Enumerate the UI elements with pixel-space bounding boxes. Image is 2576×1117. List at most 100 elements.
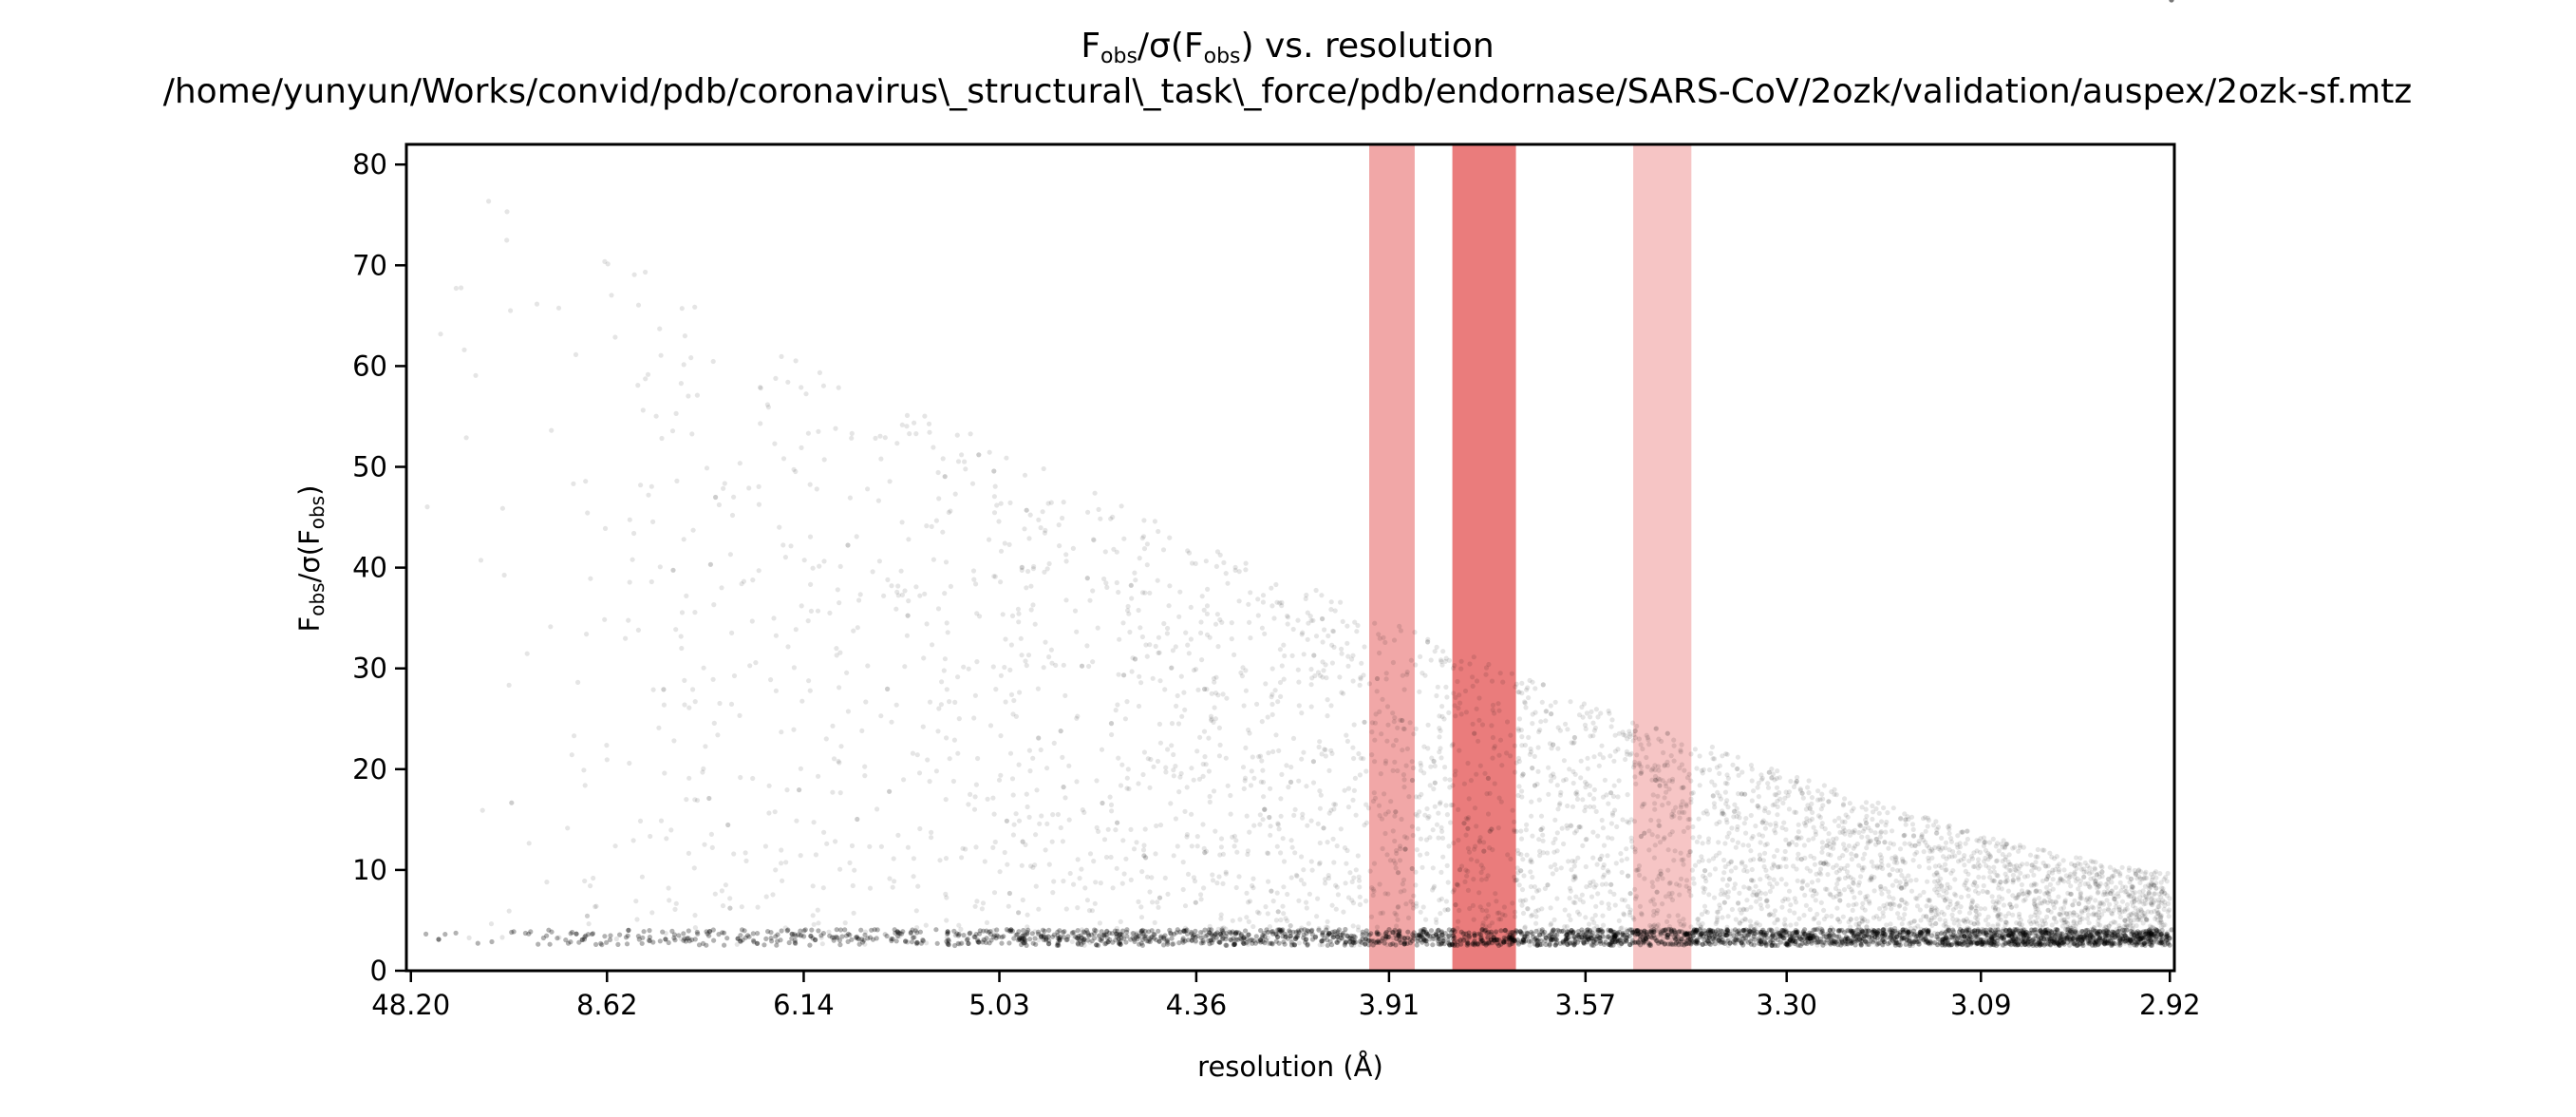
- data-point: [1451, 887, 1457, 893]
- data-point: [1626, 934, 1632, 939]
- data-point: [2018, 870, 2023, 876]
- data-point: [1683, 932, 1688, 937]
- data-point: [499, 505, 506, 511]
- data-point: [1976, 874, 1982, 880]
- data-point: [799, 385, 804, 390]
- data-point: [2122, 938, 2128, 944]
- data-point: [899, 592, 906, 598]
- data-point: [1158, 935, 1164, 941]
- data-point: [1383, 671, 1389, 676]
- data-point: [877, 433, 883, 439]
- data-point: [1096, 506, 1101, 513]
- data-point: [1369, 729, 1375, 735]
- data-point: [944, 735, 950, 741]
- data-point: [739, 904, 744, 910]
- data-point: [894, 929, 900, 935]
- data-point: [1019, 653, 1025, 658]
- data-point: [1344, 732, 1349, 738]
- data-point: [1764, 930, 1770, 936]
- data-point: [1589, 932, 1594, 937]
- data-point: [1741, 884, 1747, 890]
- data-point: [753, 660, 759, 666]
- data-point: [2162, 902, 2168, 908]
- data-point: [1245, 851, 1250, 858]
- data-point: [1812, 855, 1817, 861]
- data-point: [1457, 937, 1463, 943]
- data-point: [1696, 859, 1702, 864]
- data-point: [1688, 924, 1694, 930]
- data-point: [681, 537, 686, 542]
- data-point: [968, 431, 973, 437]
- data-point: [798, 766, 804, 771]
- data-point: [1897, 880, 1903, 885]
- data-point: [1775, 918, 1780, 923]
- data-point: [1624, 846, 1629, 852]
- data-point: [1203, 762, 1209, 767]
- data-point: [641, 929, 647, 935]
- data-point: [1953, 904, 1959, 910]
- data-point: [1832, 818, 1837, 824]
- data-point: [2078, 861, 2083, 867]
- data-point: [2099, 869, 2105, 875]
- data-point: [963, 466, 968, 472]
- data-point: [1590, 829, 1596, 835]
- data-point: [1259, 758, 1265, 764]
- data-point: [1384, 704, 1391, 710]
- data-point: [582, 783, 588, 788]
- data-point: [1034, 787, 1040, 793]
- data-point: [1960, 941, 1965, 947]
- data-point: [506, 908, 512, 914]
- data-point: [1524, 852, 1530, 858]
- data-point: [1631, 819, 1638, 824]
- data-point: [810, 913, 816, 918]
- data-point: [1611, 758, 1617, 764]
- data-point: [1513, 909, 1518, 915]
- data-point: [2068, 883, 2074, 889]
- data-point: [1193, 938, 1198, 944]
- data-point: [1889, 906, 1894, 912]
- data-point: [1061, 879, 1066, 884]
- data-point: [1608, 753, 1613, 759]
- data-point: [1901, 884, 1907, 890]
- data-point: [1075, 935, 1081, 941]
- data-point: [1233, 838, 1239, 843]
- data-point: [534, 301, 540, 307]
- data-point: [1334, 843, 1340, 849]
- data-point: [1908, 814, 1915, 820]
- data-point: [1419, 763, 1424, 768]
- data-point: [1939, 835, 1945, 842]
- data-point: [1552, 817, 1558, 823]
- data-point: [1964, 878, 1969, 883]
- data-point: [1061, 935, 1066, 940]
- data-point: [2005, 933, 2011, 938]
- data-point: [1823, 860, 1829, 865]
- data-point: [1835, 917, 1841, 922]
- data-point: [1890, 828, 1895, 834]
- data-point: [1266, 929, 1271, 935]
- data-point: [1395, 725, 1401, 730]
- data-point: [1010, 832, 1016, 838]
- data-point: [2105, 929, 2111, 935]
- data-point: [1056, 942, 1062, 948]
- data-point: [2028, 914, 2034, 919]
- data-point: [1595, 891, 1601, 897]
- data-point: [1736, 791, 1741, 797]
- data-point: [2120, 884, 2126, 890]
- data-point: [1192, 879, 1198, 884]
- data-point: [1497, 671, 1503, 676]
- data-point: [1899, 921, 1905, 927]
- data-point: [1219, 925, 1225, 931]
- data-point: [686, 850, 692, 857]
- data-point: [2061, 867, 2067, 873]
- data-point: [1580, 797, 1586, 803]
- data-point: [885, 577, 891, 583]
- data-point: [1656, 818, 1662, 824]
- data-point: [837, 600, 842, 606]
- data-point: [1002, 849, 1007, 856]
- data-point: [1652, 842, 1658, 848]
- data-point: [1246, 918, 1251, 925]
- data-point: [833, 426, 838, 431]
- data-point: [1118, 783, 1124, 788]
- data-point: [1686, 885, 1692, 891]
- data-point: [1303, 596, 1308, 602]
